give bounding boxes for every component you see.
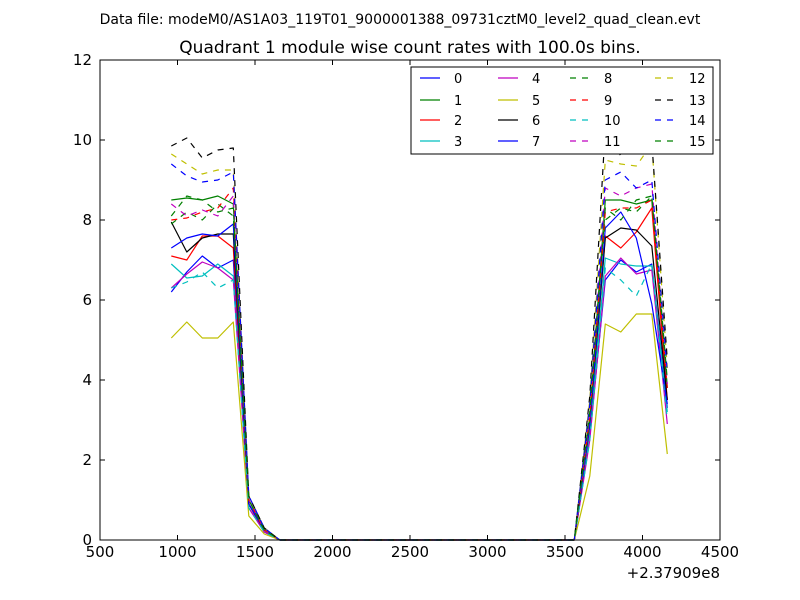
legend-entry-10: 10 <box>570 114 621 129</box>
legend-label: 5 <box>532 94 540 109</box>
legend-label: 1 <box>454 94 462 109</box>
x-tick-label: 2500 <box>391 543 429 561</box>
legend-label: 12 <box>689 72 706 87</box>
legend-entry-7: 7 <box>498 135 540 150</box>
legend-label: 4 <box>532 72 540 87</box>
legend-entry-15: 15 <box>655 135 706 150</box>
series-line-13 <box>171 127 668 541</box>
x-tick-label: 4500 <box>701 543 739 561</box>
legend-label: 9 <box>604 94 612 109</box>
legend-entry-5: 5 <box>498 94 540 109</box>
x-tick-label: 3000 <box>468 543 506 561</box>
y-tick-label: 12 <box>73 51 92 69</box>
legend-label: 7 <box>532 135 540 150</box>
legend-entry-14: 14 <box>655 114 706 129</box>
x-tick-label: 500 <box>86 543 115 561</box>
y-tick-label: 0 <box>82 531 92 549</box>
chart-title: Quadrant 1 module wise count rates with … <box>179 38 640 58</box>
y-tick-label: 8 <box>82 211 92 229</box>
legend-entry-0: 0 <box>420 72 462 87</box>
legend-box <box>410 66 714 155</box>
x-tick-label: 3500 <box>546 543 584 561</box>
legend-entry-1: 1 <box>420 94 462 109</box>
legend-entry-9: 9 <box>570 94 612 109</box>
legend-label: 13 <box>689 94 706 109</box>
legend-label: 8 <box>604 72 612 87</box>
legend-label: 14 <box>689 114 706 129</box>
legend-label: 0 <box>454 72 462 87</box>
x-offset-label: +2.37909e8 <box>627 564 720 582</box>
legend-label: 2 <box>454 114 462 129</box>
x-tick-label: 1000 <box>158 543 196 561</box>
data-file-header: Data file: modeM0/AS1A03_119T01_90000013… <box>100 12 701 28</box>
series-line-10 <box>171 263 668 541</box>
x-tick-label: 2000 <box>313 543 351 561</box>
legend-label: 15 <box>689 135 706 150</box>
legend-label: 6 <box>532 114 540 129</box>
tick-layer: 500 1000 1500 2000 2500 3000 3500 4000 4500 0 2 4 6 8… <box>73 51 739 561</box>
y-tick-label: 6 <box>82 291 92 309</box>
y-tick-label: 10 <box>73 131 92 149</box>
legend-label: 3 <box>454 135 462 150</box>
x-tick-label: 4000 <box>623 543 661 561</box>
legend-entry-2: 2 <box>420 114 462 129</box>
legend-entry-11: 11 <box>570 135 621 150</box>
legend-label: 11 <box>604 135 621 150</box>
legend-entry-8: 8 <box>570 72 612 87</box>
y-tick-label: 2 <box>82 451 92 469</box>
y-tick-label: 4 <box>82 371 92 389</box>
legend-entry-4: 4 <box>498 72 540 87</box>
legend-entry-12: 12 <box>655 72 706 87</box>
legend-entry-6: 6 <box>498 114 540 129</box>
legend-entry-13: 13 <box>655 94 706 109</box>
legend-entry-3: 3 <box>420 135 462 150</box>
legend-label: 10 <box>604 114 621 129</box>
x-tick-label: 1500 <box>236 543 274 561</box>
